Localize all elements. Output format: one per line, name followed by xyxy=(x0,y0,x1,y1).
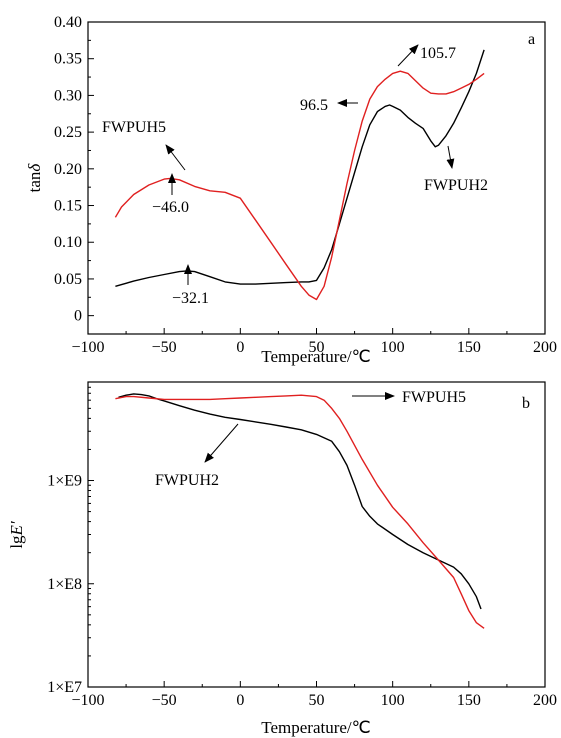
annotation-fwpuh5-a: FWPUH5 xyxy=(102,119,166,136)
annotation-minus46: −46.0 xyxy=(152,199,189,216)
x-tick-label-a: 100 xyxy=(381,339,405,356)
y-tick-label-a: 0 xyxy=(74,308,82,325)
plot-frame-b xyxy=(87,381,546,688)
arrow-fwpuh2-a xyxy=(446,145,455,169)
y-tick-label-b: 1×E7 xyxy=(47,679,82,696)
ticks-b: −100 −50 0 50 100 150 200 1×E7 1×E8 1×E9 xyxy=(47,386,557,709)
y-axis-label-b-symbol: E′ xyxy=(7,521,26,536)
y-axis-label-b-prefix: lg xyxy=(7,535,26,549)
series-line-fwpuh5-b xyxy=(115,394,485,629)
y-tick-label-a: 0.25 xyxy=(54,124,82,141)
y-axis-label-a-symbol: δ xyxy=(25,163,44,172)
x-tick-label-b: −100 xyxy=(71,692,104,709)
x-tick-label-b: 100 xyxy=(381,692,405,709)
annotation-fwpuh2-b: FWPUH2 xyxy=(155,472,219,489)
panel-b: −100 −50 0 50 100 150 200 1×E7 1×E8 1×E9 b Temper… xyxy=(7,381,557,737)
lines-a xyxy=(114,49,485,301)
y-tick-label-a: 0.05 xyxy=(54,271,82,288)
x-tick-label-a: 150 xyxy=(457,339,481,356)
y-axis-label-b: lgE′ xyxy=(7,521,26,549)
y-tick-label-b: 1×E9 xyxy=(47,473,82,490)
x-tick-label-b: 200 xyxy=(533,692,557,709)
x-tick-label-a: 50 xyxy=(309,339,325,356)
arrow-fwpuh2-b xyxy=(204,423,239,463)
annotation-fwpuh2-a: FWPUH2 xyxy=(424,177,488,194)
y-tick-label-a: 0.15 xyxy=(54,198,82,215)
arrow-105-7 xyxy=(397,44,419,67)
x-tick-label-b: 150 xyxy=(457,692,481,709)
x-tick-label-b: 0 xyxy=(236,692,244,709)
lines-b xyxy=(115,393,485,629)
x-tick-label-a: −50 xyxy=(152,339,177,356)
ticks-a: −100 −50 0 50 100 150 200 0 0.05 0.10 0.15 0.20 0.25… xyxy=(54,14,557,356)
arrow-fwpuh5-a xyxy=(165,144,186,171)
panel-label-b: b xyxy=(522,395,530,412)
panel-a: −100 −50 0 50 100 150 200 0 0.05 0.10 0.15 0.20 0.25… xyxy=(25,14,557,366)
x-tick-label-a: −100 xyxy=(71,339,104,356)
y-tick-label-b: 1×E8 xyxy=(47,576,82,593)
x-tick-label-a: 0 xyxy=(236,339,244,356)
y-tick-label-a: 0.30 xyxy=(54,87,82,104)
y-tick-label-a: 0.35 xyxy=(54,51,82,68)
x-axis-label-b: Temperature/℃ xyxy=(261,718,370,737)
y-axis-label-a-prefix: tan xyxy=(25,171,44,192)
annotation-96-5: 96.5 xyxy=(300,97,328,114)
y-tick-label-a: 0.10 xyxy=(54,234,82,251)
y-tick-label-a: 0.40 xyxy=(54,14,82,31)
x-tick-label-b: 50 xyxy=(309,692,325,709)
x-tick-label-a: 200 xyxy=(533,339,557,356)
series-line-fwpuh2-a xyxy=(115,49,485,287)
series-line-fwpuh2-b xyxy=(118,393,482,610)
annotation-105-7: 105.7 xyxy=(420,45,456,62)
x-axis-label-a: Temperature/℃ xyxy=(261,347,370,366)
annotation-fwpuh5-b: FWPUH5 xyxy=(402,389,466,406)
series-line-fwpuh5-a xyxy=(114,70,485,301)
annotation-minus32: −32.1 xyxy=(172,290,209,307)
panel-label-a: a xyxy=(528,31,535,48)
y-tick-label-a: 0.20 xyxy=(54,161,82,178)
x-tick-label-b: −50 xyxy=(152,692,177,709)
y-axis-label-a: tanδ xyxy=(25,163,44,193)
